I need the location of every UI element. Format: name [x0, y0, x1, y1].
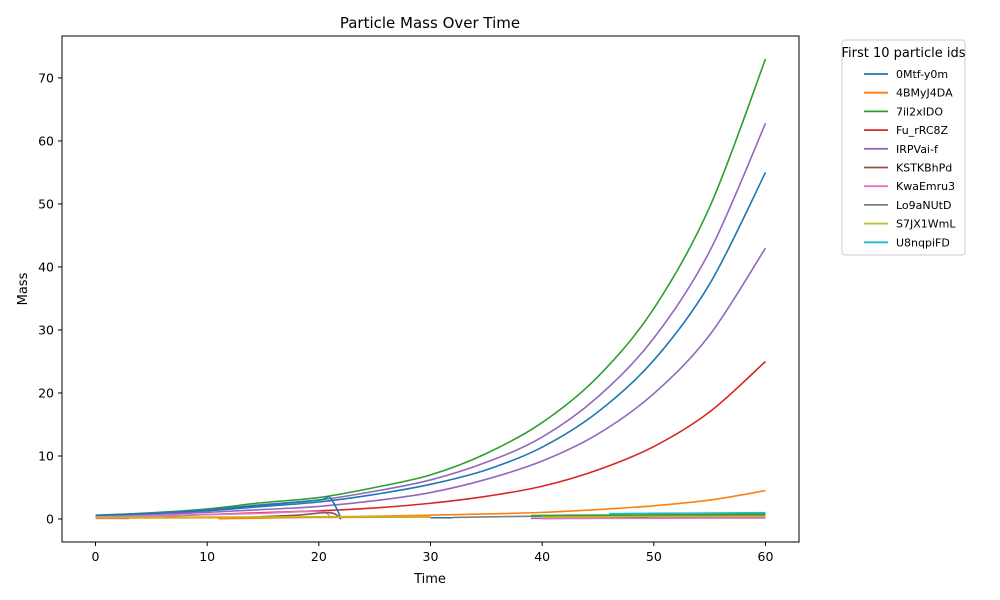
legend-entry-label: KwaEmru3 — [896, 180, 955, 193]
x-tick-label: 60 — [758, 549, 774, 564]
y-tick-label: 70 — [38, 70, 54, 85]
y-tick-label: 50 — [38, 196, 54, 211]
legend-entry-label: 7il2xIDO — [896, 105, 943, 118]
y-tick-label: 60 — [38, 133, 54, 148]
legend-entry-label: Lo9aNUtD — [896, 199, 951, 212]
series-line-7 — [95, 495, 342, 519]
legend-entry-label: Fu_rRC8Z — [896, 124, 948, 137]
series-line-3 — [95, 172, 767, 517]
series-line-15 — [609, 511, 766, 515]
x-tick-label: 20 — [311, 549, 327, 564]
series-line-1 — [95, 58, 767, 517]
series-line-20 — [542, 515, 766, 518]
legend-entry-label: S7JX1WmL — [896, 218, 956, 231]
series-line-18 — [542, 517, 766, 520]
x-tick-label: 30 — [423, 549, 439, 564]
axes-layer: 0 10 20 30 40 50 60 0 10 20 30 40 50 60 70 — [38, 35, 800, 564]
y-tick-label: 0 — [46, 512, 54, 527]
legend-title: First 10 particle ids — [842, 46, 966, 61]
x-tick-label: 50 — [646, 549, 662, 564]
y-tick-label: 10 — [38, 448, 54, 463]
y-tick-label: 30 — [38, 322, 54, 337]
x-tick-label: 10 — [199, 549, 215, 564]
y-tick-label: 20 — [38, 385, 54, 400]
chart-title: Particle Mass Over Time — [340, 14, 520, 32]
y-tick-label: 40 — [38, 259, 54, 274]
series-line-12 — [95, 515, 431, 519]
legend-entry-label: KSTKBhPd — [896, 162, 952, 175]
legend: First 10 particle ids 0Mtf-y0m 4BMyJ4DA 7il… — [841, 39, 966, 256]
x-tick-label: 0 — [92, 549, 100, 564]
legend-entry-label: 0Mtf-y0m — [896, 68, 948, 81]
series-line-4 — [95, 247, 767, 517]
x-tick-label: 40 — [534, 549, 550, 564]
series-line-8 — [95, 510, 331, 518]
legend-frame — [841, 39, 966, 256]
legend-entry-label: U8nqpiFD — [896, 236, 950, 249]
series-layer — [95, 58, 767, 520]
legend-entry-label: IRPVai-f — [896, 143, 939, 156]
x-axis-label: Time — [413, 572, 446, 587]
y-axis-label: Mass — [16, 272, 31, 305]
series-line-16 — [530, 513, 766, 517]
legend-entry-label: 4BMyJ4DA — [896, 87, 953, 100]
